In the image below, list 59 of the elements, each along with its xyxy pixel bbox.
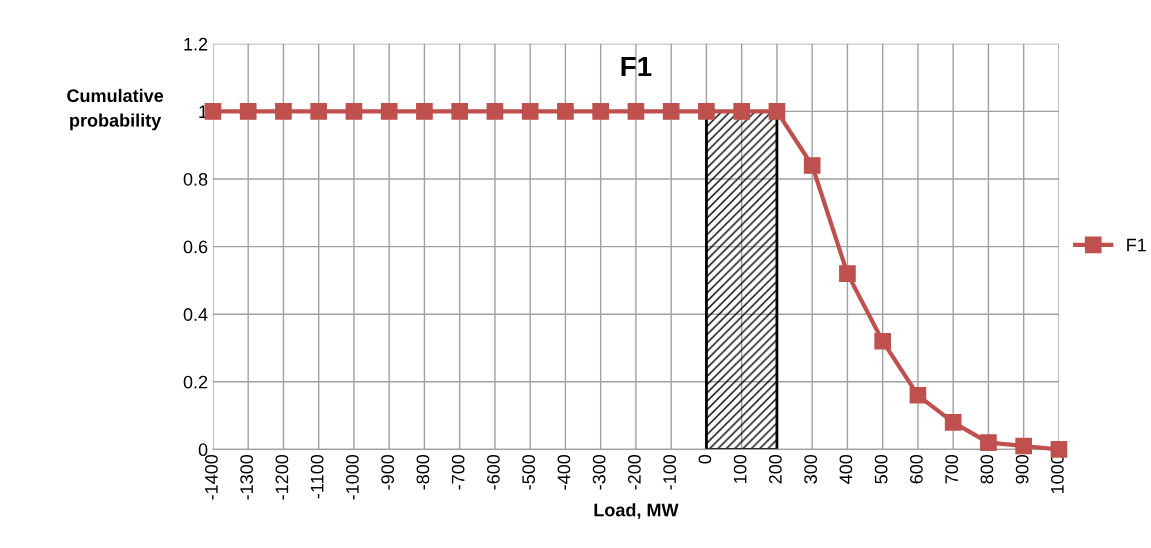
x-tick-label: -200 xyxy=(627,454,641,490)
x-tick-label: 800 xyxy=(980,454,994,484)
x-tick-label: 400 xyxy=(839,454,853,484)
x-tick-label: 900 xyxy=(1015,454,1029,484)
y-tick-label: 0.8 xyxy=(183,172,208,186)
point xyxy=(239,103,257,120)
point xyxy=(909,386,927,404)
y-tick-label: 0.4 xyxy=(183,308,208,321)
x-tick-label: -400 xyxy=(557,454,571,490)
point xyxy=(486,103,504,120)
point xyxy=(839,265,856,282)
point xyxy=(380,103,398,120)
x-tick-label: 0 xyxy=(698,454,712,464)
point xyxy=(627,103,645,120)
x-tick-label: -1100 xyxy=(310,454,324,499)
point xyxy=(944,413,962,431)
point xyxy=(521,103,539,120)
point xyxy=(733,103,751,120)
x-tick-label: -300 xyxy=(592,454,606,490)
y-tick-label: 0.2 xyxy=(183,375,208,389)
point xyxy=(980,434,997,451)
x-tick-label: -500 xyxy=(522,454,536,490)
point xyxy=(1015,437,1033,455)
point xyxy=(1050,441,1068,458)
x-tick-label: 700 xyxy=(945,454,959,484)
x-tick-label: -1200 xyxy=(275,454,289,500)
point xyxy=(592,103,610,120)
point xyxy=(874,332,892,350)
x-tick-label: -100 xyxy=(663,454,677,490)
y-tick-label: 1.2 xyxy=(184,37,208,51)
point xyxy=(768,103,786,120)
point xyxy=(310,103,328,120)
x-axis-title: Load, MW xyxy=(594,503,679,520)
point xyxy=(451,103,469,120)
x-tick-label: -1400 xyxy=(205,454,218,500)
x-tick-label: -900 xyxy=(381,454,395,490)
point xyxy=(557,103,574,120)
chart-title: F1 xyxy=(621,56,652,77)
point xyxy=(275,103,292,120)
point xyxy=(662,103,680,120)
x-tick-label: -1300 xyxy=(240,454,254,500)
point xyxy=(204,103,222,120)
y-axis-title: Cumulative probability xyxy=(67,88,164,131)
point xyxy=(345,103,363,120)
x-tick-label: -1000 xyxy=(345,454,359,500)
x-tick-label: -600 xyxy=(486,454,500,490)
legend-label: F1 xyxy=(1127,238,1146,252)
x-tick-label: 500 xyxy=(874,454,888,484)
x-tick-label: -700 xyxy=(451,454,465,490)
y-tick-label: 0.6 xyxy=(183,240,208,254)
y-tick-label: 0 xyxy=(198,443,208,457)
x-tick-label: -800 xyxy=(416,454,430,490)
x-tick-label: 100 xyxy=(733,454,747,483)
x-tick-label: 300 xyxy=(804,454,818,484)
x-tick-label: 200 xyxy=(768,454,782,484)
point xyxy=(416,103,433,120)
point xyxy=(803,157,821,174)
point xyxy=(698,103,715,120)
x-tick-label: 600 xyxy=(909,454,923,484)
